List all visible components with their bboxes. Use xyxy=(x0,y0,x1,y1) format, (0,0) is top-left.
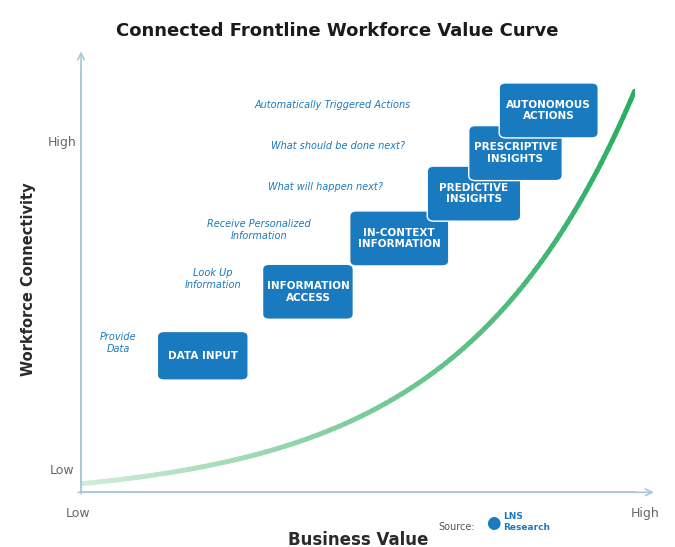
Text: High: High xyxy=(631,507,660,520)
Text: Source:: Source: xyxy=(439,522,475,532)
Text: DATA INPUT: DATA INPUT xyxy=(168,351,238,361)
FancyBboxPatch shape xyxy=(263,264,353,319)
Text: AUTONOMOUS
ACTIONS: AUTONOMOUS ACTIONS xyxy=(506,100,591,121)
Text: What should be done next?: What should be done next? xyxy=(271,141,405,151)
Text: Provide
Data: Provide Data xyxy=(100,332,136,354)
FancyBboxPatch shape xyxy=(500,83,598,138)
FancyBboxPatch shape xyxy=(350,211,449,266)
Text: Receive Personalized
Information: Receive Personalized Information xyxy=(207,219,310,241)
Text: IN-CONTEXT
INFORMATION: IN-CONTEXT INFORMATION xyxy=(358,228,441,249)
Text: Connected Frontline Workforce Value Curve: Connected Frontline Workforce Value Curv… xyxy=(116,22,559,40)
FancyBboxPatch shape xyxy=(427,166,520,221)
Text: ●: ● xyxy=(486,514,500,532)
Text: Low: Low xyxy=(66,507,90,520)
Text: Automatically Triggered Actions: Automatically Triggered Actions xyxy=(254,100,410,110)
FancyBboxPatch shape xyxy=(468,126,562,181)
Text: Low: Low xyxy=(49,464,74,478)
Text: Look Up
Information: Look Up Information xyxy=(185,268,242,290)
Text: PRESCRIPTIVE
INSIGHTS: PRESCRIPTIVE INSIGHTS xyxy=(474,142,558,164)
Text: PREDICTIVE
INSIGHTS: PREDICTIVE INSIGHTS xyxy=(439,183,508,205)
Text: INFORMATION
ACCESS: INFORMATION ACCESS xyxy=(267,281,349,302)
Text: High: High xyxy=(47,136,76,149)
Text: Workforce Connectivity: Workforce Connectivity xyxy=(21,182,36,376)
FancyBboxPatch shape xyxy=(157,331,248,380)
Text: What will happen next?: What will happen next? xyxy=(268,182,383,192)
Text: Business Value: Business Value xyxy=(288,531,428,547)
Text: LNS
Research: LNS Research xyxy=(503,513,550,532)
